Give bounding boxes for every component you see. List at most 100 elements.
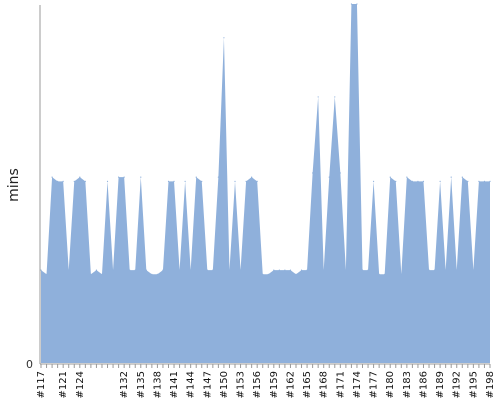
data-point [151,273,153,275]
x-tick-label: #174 [352,371,363,398]
x-tick-label: #117 [36,371,47,398]
data-point [95,269,98,271]
data-point [223,37,225,39]
data-point [400,273,402,275]
data-point [173,180,175,182]
data-point [190,269,192,271]
data-point [467,180,469,182]
data-point [289,269,292,271]
data-point [300,269,303,271]
data-point [162,269,164,271]
x-tick-label: #189 [435,371,446,398]
data-point [445,269,447,271]
data-point [323,269,325,271]
data-point [129,269,131,271]
data-point [206,269,208,271]
x-tick-label: #141 [169,371,180,398]
y-axis-label: mins [6,168,22,202]
data-point [350,3,353,5]
data-point [422,180,425,182]
x-tick-label: #183 [402,371,413,398]
data-point [84,180,86,182]
area-series [41,4,490,363]
data-point [489,180,491,182]
data-point [428,269,430,271]
data-point [112,269,114,271]
data-point [478,180,480,182]
data-point [317,96,319,98]
data-point [79,176,81,178]
x-tick-label: #135 [136,371,147,398]
data-point [106,180,109,182]
x-tick-label: #138 [152,371,163,398]
data-point [472,269,474,271]
data-point [339,172,341,174]
data-point [212,269,214,271]
data-point [461,176,463,178]
data-point [411,180,413,182]
x-tick-label: #180 [385,371,396,398]
data-point [328,176,330,178]
data-point [57,180,59,182]
x-tick-label: #153 [236,371,247,398]
x-tick-label: #165 [302,371,313,398]
x-tick-label: #132 [119,371,130,398]
data-point [145,269,147,271]
data-point [384,273,386,275]
x-tick-label: #192 [452,371,463,398]
data-point [284,269,286,271]
data-point [245,180,247,182]
data-point [389,176,391,178]
x-tick-label: #159 [269,371,280,398]
x-tick-labels: #117 #121 #124 #132 #135 #138 #141 #144 #147 #150… [36,364,496,398]
data-point [267,273,269,275]
data-point [334,96,336,98]
x-tick-label: #144 [186,371,197,398]
data-point [417,180,419,182]
data-point [256,180,258,182]
data-point [273,269,275,271]
data-point [140,176,142,178]
data-point [134,269,136,271]
data-point [306,269,308,271]
x-tick-label: #171 [335,371,346,398]
x-tick-label: #177 [369,371,380,398]
data-point [372,180,375,182]
data-point [239,269,242,271]
data-point [167,180,170,182]
data-point [295,273,297,275]
x-tick-label: #186 [418,371,429,398]
data-point [395,180,397,182]
data-point [356,3,358,5]
data-point [483,180,486,182]
x-tick-label: #168 [319,371,330,398]
data-point [456,269,458,271]
data-point [118,176,120,178]
data-point [62,180,64,182]
x-tick-label: #195 [468,371,479,398]
x-tick-label: #162 [285,371,296,398]
data-point [234,180,236,182]
data-point [262,273,264,275]
data-point [101,273,103,275]
x-tick-label: #198 [485,371,496,398]
data-point [439,180,441,182]
data-point [90,273,92,275]
data-point [450,176,452,178]
data-point [68,269,70,271]
data-point [123,176,125,178]
data-point [251,176,253,178]
data-point [367,269,369,271]
x-tick-label: #147 [202,371,213,398]
data-point [345,269,347,271]
data-point [361,269,364,271]
data-point [40,269,42,271]
y-tick-label: 0 [26,358,33,371]
x-tick-label: #150 [219,371,230,398]
data-point [178,269,181,271]
data-point [278,269,280,271]
data-point [228,269,231,271]
data-point [51,176,53,178]
data-point [406,176,408,178]
